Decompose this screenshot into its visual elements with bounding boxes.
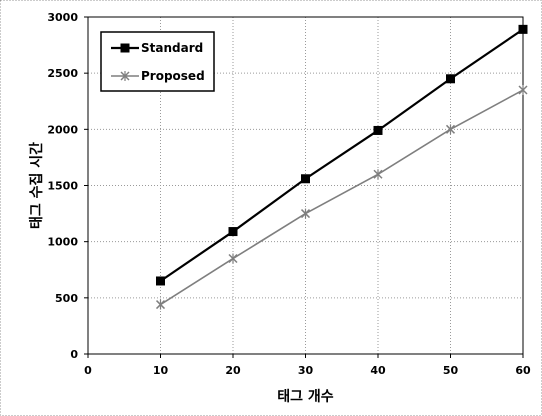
data-point <box>229 228 237 236</box>
x-tick-label: 50 <box>443 364 459 377</box>
y-tick-label: 0 <box>70 348 78 361</box>
data-point <box>121 44 129 52</box>
x-tick-label: 30 <box>298 364 314 377</box>
x-axis-label: 태그 개수 <box>277 389 334 405</box>
y-tick-label: 1500 <box>47 180 78 193</box>
legend-entry: Proposed <box>111 69 205 83</box>
data-point <box>374 126 382 134</box>
x-tick-label: 10 <box>153 364 169 377</box>
data-point <box>157 277 165 285</box>
x-tick-label: 60 <box>515 364 531 377</box>
y-tick-label: 2500 <box>47 67 78 80</box>
data-point <box>447 75 455 83</box>
data-point <box>519 25 527 33</box>
y-tick-label: 2000 <box>47 123 78 136</box>
y-tick-label: 500 <box>55 292 78 305</box>
y-tick-label: 3000 <box>47 11 78 24</box>
legend-label: Proposed <box>141 69 205 83</box>
data-point <box>302 175 310 183</box>
x-tick-label: 0 <box>84 364 92 377</box>
x-tick-label: 40 <box>370 364 386 377</box>
legend-label: Standard <box>141 41 203 55</box>
y-tick-label: 1000 <box>47 236 78 249</box>
y-axis-label: 태그 수집 시간 <box>28 142 45 229</box>
legend: Standard Proposed <box>101 32 214 91</box>
x-tick-label: 20 <box>225 364 241 377</box>
